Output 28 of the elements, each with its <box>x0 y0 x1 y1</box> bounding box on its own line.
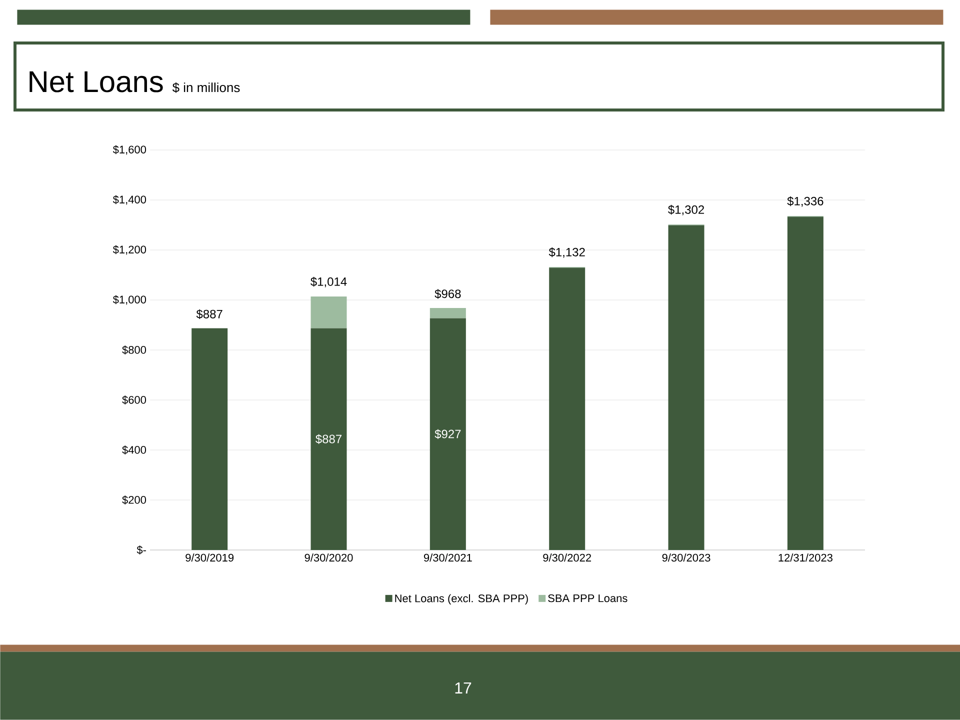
y-tick-label: $1,400 <box>112 195 146 205</box>
x-tick-label: 12/31/2023 <box>778 554 832 562</box>
x-tick-label: 9/30/2019 <box>186 554 234 562</box>
y-tick-label: $800 <box>122 346 146 354</box>
y-tick-label: $600 <box>122 396 146 404</box>
total-label: $1,336 <box>787 196 824 207</box>
y-tick-label: $- <box>136 546 146 554</box>
y-tick-label: $200 <box>122 496 146 504</box>
data-label: $927 <box>434 429 461 439</box>
total-label: $1,014 <box>310 276 347 288</box>
y-tick-label: $1,600 <box>112 145 146 155</box>
y-tick-label: $400 <box>122 446 146 454</box>
y-tick-label: $1,200 <box>112 245 146 255</box>
y-tick-label: $1,000 <box>112 295 146 305</box>
text: 17 <box>455 682 472 694</box>
chart-subtitle: $ in millions <box>172 82 240 93</box>
data-label: $887 <box>316 434 342 444</box>
x-tick-label: 9/30/2021 <box>424 554 472 562</box>
x-tick-label: 9/30/2023 <box>662 554 710 562</box>
total-label: $887 <box>196 309 222 320</box>
legend-label: Net Loans (excl. SBA PPP) <box>395 594 528 604</box>
chart-title: Net Loans <box>30 71 163 92</box>
x-tick-label: 9/30/2020 <box>304 554 353 562</box>
x-tick-label: 9/30/2022 <box>543 554 592 562</box>
total-label: $1,302 <box>668 204 704 216</box>
total-label: $1,132 <box>548 247 585 258</box>
total-label: $968 <box>434 289 461 299</box>
legend-label: SBA PPP Loans <box>548 594 628 602</box>
